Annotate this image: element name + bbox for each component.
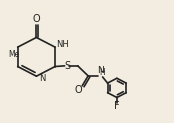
Text: N: N <box>97 66 104 75</box>
Text: O: O <box>33 14 40 24</box>
Text: H: H <box>99 68 105 77</box>
Text: NH: NH <box>57 40 69 49</box>
Text: F: F <box>114 101 120 111</box>
Text: S: S <box>64 61 70 71</box>
Text: N: N <box>39 74 45 83</box>
Text: Me: Me <box>8 50 20 59</box>
Text: O: O <box>74 85 82 95</box>
